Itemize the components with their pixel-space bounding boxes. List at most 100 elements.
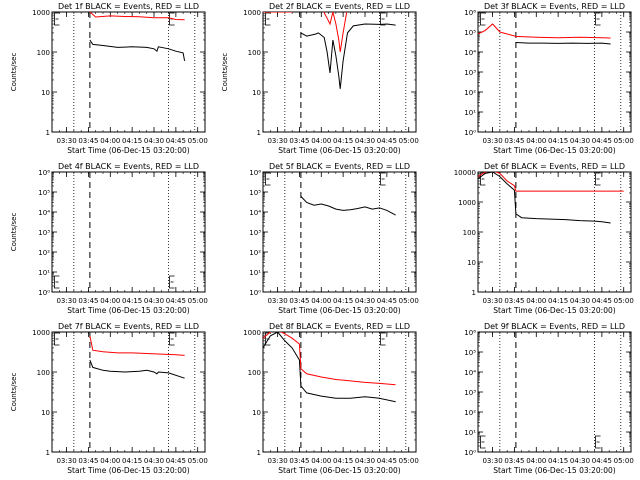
black-events-series-line [300,23,396,89]
y-tick-label: 10 [41,89,50,97]
x-tick-label: 04:15 [333,297,353,305]
y-tick-label: 1 [46,129,50,137]
chart-panel-9: Det 9f BLACK = Events, RED = LLD 10⁰ 10¹ 10… [464,322,634,475]
x-tick-label: 04:15 [122,457,142,465]
plot-frame [51,171,206,293]
x-tick-label: 03:30 [482,137,502,145]
x-tick-label: 03:30 [267,137,287,145]
panel-title: Det 6f BLACK = Events, RED = LLD [484,162,625,171]
y-tick-label: 10⁶ [464,9,476,17]
y-tick-label: 10¹ [464,109,476,117]
y-tick-label: 10² [249,249,261,257]
x-tick-label: 03:30 [267,297,287,305]
y-tick-label: 1000 [32,329,50,337]
x-tick-label: 04:45 [377,297,397,305]
x-tick-label: 05:00 [399,457,419,465]
y-tick-label: 10⁴ [464,49,476,57]
y-tick-label: 10³ [38,229,50,237]
y-tick-label: 1000 [458,199,476,207]
y-tick-label: 10 [252,89,261,97]
y-tick-label: 10⁵ [249,189,261,197]
y-tick-label: 1 [46,449,50,457]
black-events-series-line [300,196,396,216]
red-lld-series-line [263,332,396,386]
x-tick-label: 04:00 [526,457,546,465]
x-tick-label: 03:45 [504,297,524,305]
y-tick-label: 10² [464,409,476,417]
x-tick-label: 05:00 [614,457,634,465]
y-tick-label: 10⁴ [464,369,476,377]
y-tick-label: 10² [38,249,50,257]
x-tick-label: 03:45 [289,137,309,145]
x-tick-label: 05:00 [399,297,419,305]
x-tick-label: 04:45 [592,297,612,305]
panel-title: Det 3f BLACK = Events, RED = LLD [484,2,625,11]
y-tick-label: 1 [472,289,476,297]
x-tick-label: 03:45 [504,137,524,145]
end-marker-bracket [595,12,601,26]
y-tick-label: 10 [467,259,476,267]
x-tick-label: 04:00 [526,137,546,145]
x-tick-label: 04:30 [355,137,375,145]
start-marker-bracket [480,435,486,449]
y-tick-label: 10⁴ [38,209,50,217]
x-tick-label: 03:45 [78,297,98,305]
plot-frame [262,331,417,453]
chart-panel-2: Det 2f BLACK = Events, RED = LLD 1 10 100 10… [221,2,419,155]
y-tick-label: 10⁰ [464,129,476,137]
x-tick-label: 04:00 [526,297,546,305]
red-lld-series-line [89,12,185,21]
chart-panel-4: Det 4f BLACK = Events, RED = LLD 10⁰ 10¹ 10… [10,162,208,315]
y-tick-label: 10³ [249,229,261,237]
y-tick-label: 10⁰ [249,289,261,297]
plot-frame [51,11,206,133]
y-tick-label: 1 [257,449,261,457]
plot-frame [262,11,417,133]
x-tick-label: 04:45 [377,457,397,465]
chart-panel-5: Det 5f BLACK = Events, RED = LLD 10⁰ 10¹ 10… [249,162,419,315]
x-tick-label: 04:15 [333,137,353,145]
y-tick-label: 1000 [243,9,261,17]
x-tick-label: 03:45 [289,457,309,465]
chart-panel-1: Det 1f BLACK = Events, RED = LLD 1 10 100 10… [10,2,208,155]
x-tick-label: 04:15 [122,137,142,145]
red-lld-series-line [478,23,611,39]
x-axis-label: Start Time (06-Dec-15 03:20:00) [278,466,400,475]
x-tick-label: 03:30 [56,457,76,465]
start-marker-bracket [265,12,271,26]
y-tick-label: 1000 [32,9,50,17]
start-marker-bracket [54,12,60,26]
x-tick-label: 04:30 [355,297,375,305]
x-axis-label: Start Time (06-Dec-15 03:20:00) [493,306,615,315]
y-axis-label: Counts/sec [10,213,18,252]
x-tick-label: 04:30 [144,457,164,465]
panel-title: Det 8f BLACK = Events, RED = LLD [269,322,410,331]
x-axis-label: Start Time (06-Dec-15 03:20:00) [67,146,189,155]
y-tick-label: 10 [41,409,50,417]
black-events-series-line [89,39,186,61]
end-marker-bracket [169,12,175,26]
x-tick-label: 04:45 [592,457,612,465]
y-tick-label: 100 [37,49,50,57]
x-tick-label: 03:30 [56,297,76,305]
y-tick-label: 10¹ [38,269,50,277]
x-axis-label: Start Time (06-Dec-15 03:20:00) [67,306,189,315]
x-tick-label: 03:45 [78,137,98,145]
x-tick-label: 03:45 [289,297,309,305]
x-tick-label: 03:30 [482,457,502,465]
y-tick-label: 10⁶ [38,169,50,177]
red-lld-series-line [89,335,185,356]
y-tick-label: 10¹ [249,269,261,277]
x-tick-label: 04:45 [166,457,186,465]
plot-frame [262,171,417,293]
start-marker-bracket [54,332,60,346]
y-tick-label: 100 [37,369,50,377]
y-tick-label: 1000 [243,329,261,337]
y-tick-label: 10⁵ [464,349,476,357]
x-tick-label: 04:00 [100,137,120,145]
start-marker-bracket [265,332,271,346]
x-tick-label: 05:00 [188,137,208,145]
chart-panel-6: Det 6f BLACK = Events, RED = LLD 1 10 100 10… [454,162,634,315]
x-tick-label: 04:30 [570,457,590,465]
